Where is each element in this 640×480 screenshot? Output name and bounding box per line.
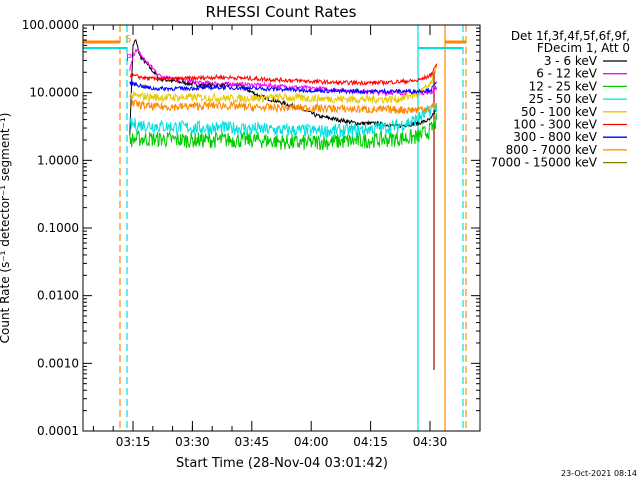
legend-label: 800 - 7000 keV bbox=[506, 143, 598, 157]
series-line-5 bbox=[129, 63, 438, 87]
legend-header-1: Det 1f,3f,4f,5f,6f,9f, bbox=[511, 29, 630, 43]
legend-header-2: FDecim 1, Att 0 bbox=[537, 41, 630, 55]
x-tick-label: 04:00 bbox=[294, 435, 329, 449]
x-tick-label: 03:30 bbox=[175, 435, 210, 449]
legend-label: 6 - 12 keV bbox=[536, 67, 598, 81]
x-tick-label: 03:15 bbox=[116, 435, 151, 449]
legend-label: 50 - 100 keV bbox=[521, 105, 598, 119]
y-tick-label: 1.0000 bbox=[37, 153, 79, 167]
chart-title: RHESSI Count Rates bbox=[206, 3, 357, 21]
legend-label: 7000 - 15000 keV bbox=[490, 156, 597, 170]
footer-date: 23-Oct-2021 08:14 bbox=[561, 469, 637, 478]
series-line-7 bbox=[129, 99, 438, 115]
y-tick-label: 0.0001 bbox=[37, 424, 79, 438]
flag-label-s: S bbox=[125, 34, 131, 45]
series-group bbox=[129, 38, 438, 151]
x-tick-label: 04:15 bbox=[353, 435, 388, 449]
y-tick-label: 10.0000 bbox=[29, 86, 79, 100]
legend-label: 100 - 300 keV bbox=[513, 118, 597, 132]
y-tick-label: 0.1000 bbox=[37, 221, 79, 235]
y-tick-label: 0.0010 bbox=[37, 356, 79, 370]
legend-label: 25 - 50 keV bbox=[529, 92, 598, 106]
y-tick-label: 100.0000 bbox=[22, 18, 79, 32]
flag-markers bbox=[83, 25, 467, 431]
x-axis-label: Start Time (28-Nov-04 03:01:42) bbox=[176, 456, 388, 471]
y-tick-label: 0.0100 bbox=[37, 289, 79, 303]
series-line-6 bbox=[129, 80, 438, 95]
legend-label: 300 - 800 keV bbox=[513, 130, 597, 144]
series-line-4 bbox=[129, 65, 438, 105]
legend-label: 3 - 6 keV bbox=[544, 54, 598, 68]
series-line-3 bbox=[129, 102, 438, 139]
x-tick-label: 04:30 bbox=[413, 435, 448, 449]
flag-label-p: P bbox=[126, 53, 132, 64]
x-tick-label: 03:45 bbox=[235, 435, 270, 449]
legend-label: 12 - 25 keV bbox=[529, 79, 598, 93]
y-axis-label: Count Rate (s⁻¹ detector⁻¹ segment⁻¹) bbox=[0, 113, 12, 344]
series-line-2 bbox=[129, 113, 438, 151]
